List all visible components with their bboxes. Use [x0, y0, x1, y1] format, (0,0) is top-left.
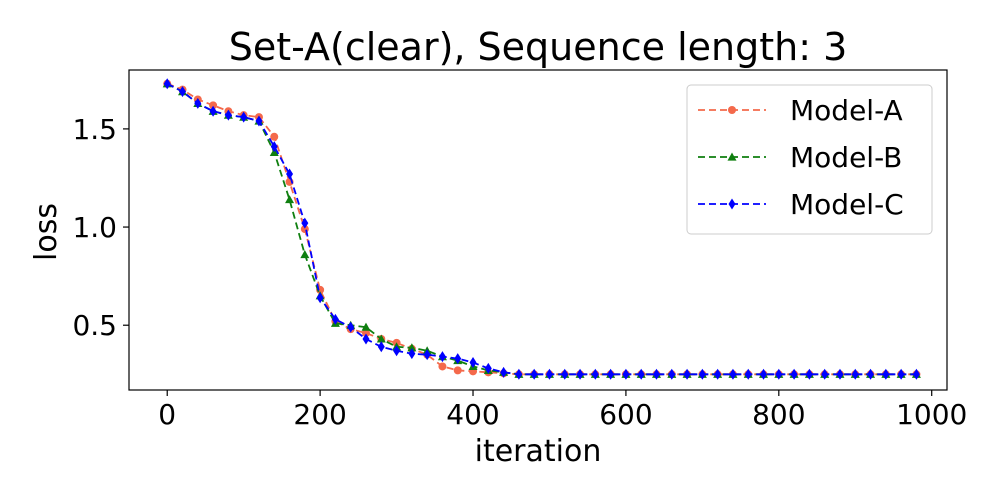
data-point-model-c — [805, 368, 813, 380]
legend-marker-model-a — [728, 106, 736, 114]
x-tick-label: 800 — [752, 398, 805, 431]
data-point-model-c — [377, 341, 385, 353]
chart-title: Set-A(clear), Sequence length: 3 — [229, 25, 848, 69]
data-point-model-c — [897, 368, 905, 380]
data-point-model-c — [515, 368, 523, 380]
data-point-model-c — [591, 368, 599, 380]
y-axis: 0.5 1.0 1.5 — [72, 113, 129, 342]
data-point-model-c — [469, 357, 477, 369]
data-point-model-b — [407, 343, 417, 352]
y-tick-label: 1.0 — [72, 211, 117, 244]
data-point-model-b — [361, 322, 371, 331]
data-point-model-c — [775, 368, 783, 380]
data-point-model-c — [851, 368, 859, 380]
data-point-model-c — [576, 368, 584, 380]
data-point-model-c — [637, 368, 645, 380]
data-point-model-c — [438, 351, 446, 363]
data-point-model-c — [179, 86, 187, 98]
data-point-model-c — [545, 368, 553, 380]
data-point-model-c — [163, 78, 171, 90]
plot-area — [128, 69, 948, 391]
data-point-model-c — [408, 348, 416, 360]
data-point-model-a — [438, 362, 447, 371]
data-point-model-c — [561, 368, 569, 380]
legend-label-model-b: Model-B — [790, 141, 902, 174]
data-point-model-c — [270, 141, 278, 153]
data-point-model-c — [714, 368, 722, 380]
x-tick-label: 200 — [293, 398, 346, 431]
data-point-model-c — [698, 368, 706, 380]
data-point-model-c — [393, 345, 401, 357]
data-point-model-c — [790, 368, 798, 380]
data-point-model-c — [286, 168, 294, 180]
x-tick-label: 1000 — [896, 398, 967, 431]
x-axis: 0 200 400 600 800 1000 — [158, 390, 967, 431]
legend-box — [686, 84, 933, 235]
data-point-model-c — [224, 109, 232, 121]
x-tick-label: 0 — [158, 398, 176, 431]
data-point-model-c — [836, 368, 844, 380]
data-point-model-c — [484, 362, 492, 374]
data-point-model-c — [530, 368, 538, 380]
legend: Model-A Model-B Model-C — [686, 84, 933, 235]
data-point-model-a — [453, 366, 462, 375]
data-point-model-a — [270, 132, 279, 141]
data-point-model-c — [255, 115, 263, 127]
data-point-model-c — [316, 292, 324, 304]
legend-items: Model-A Model-B Model-C — [698, 94, 904, 221]
x-tick-label: 600 — [599, 398, 652, 431]
data-point-model-c — [882, 368, 890, 380]
data-point-model-c — [652, 368, 660, 380]
data-point-model-c — [867, 368, 875, 380]
y-tick-label: 1.5 — [72, 113, 117, 146]
x-tick-label: 400 — [446, 398, 499, 431]
data-point-model-c — [729, 368, 737, 380]
data-point-model-c — [347, 321, 355, 333]
data-point-model-b — [376, 334, 386, 343]
data-point-model-c — [240, 111, 248, 123]
data-point-model-c — [301, 217, 309, 229]
data-point-model-c — [760, 368, 768, 380]
data-point-model-c — [912, 368, 920, 380]
data-point-model-c — [668, 368, 676, 380]
data-point-model-c — [423, 349, 431, 361]
data-point-model-c — [683, 368, 691, 380]
data-point-model-c — [331, 313, 339, 325]
data-point-model-a — [209, 101, 218, 110]
data-point-model-b — [285, 195, 295, 204]
data-point-model-c — [607, 368, 615, 380]
legend-label-model-c: Model-C — [790, 188, 904, 221]
series-model-c — [163, 78, 920, 380]
legend-label-model-a: Model-A — [790, 94, 903, 127]
legend-marker-model-c — [728, 198, 736, 210]
data-point-model-c — [194, 97, 202, 109]
data-point-model-c — [744, 368, 752, 380]
data-point-model-a — [361, 329, 370, 338]
data-point-model-c — [821, 368, 829, 380]
data-point-model-c — [209, 105, 217, 117]
y-tick-label: 0.5 — [72, 309, 117, 342]
data-point-model-c — [622, 368, 630, 380]
data-point-model-c — [454, 353, 462, 365]
data-point-model-c — [362, 333, 370, 345]
series-layer — [162, 78, 921, 380]
plot-frame — [128, 69, 948, 391]
data-point-model-b — [300, 250, 310, 259]
y-axis-label: loss — [29, 203, 64, 261]
legend-marker-model-b — [727, 152, 737, 161]
data-point-model-c — [500, 366, 508, 378]
x-axis-label: iteration — [475, 434, 602, 469]
